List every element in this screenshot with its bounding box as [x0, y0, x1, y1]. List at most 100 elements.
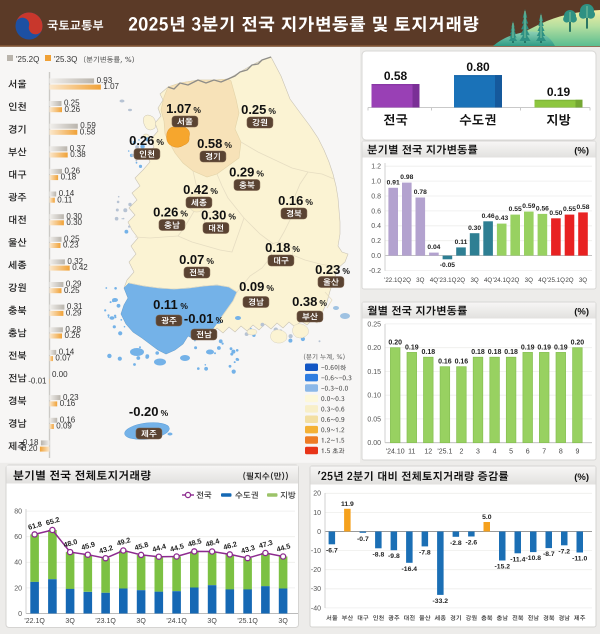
- svg-text:%: %: [224, 140, 232, 150]
- svg-text:0.18: 0.18: [488, 349, 502, 356]
- svg-text:2Q: 2Q: [403, 277, 411, 284]
- svg-text:8: 8: [559, 449, 563, 456]
- svg-text:0.98: 0.98: [400, 174, 413, 181]
- svg-text:7: 7: [542, 449, 546, 456]
- svg-text:4Q: 4Q: [430, 277, 438, 284]
- svg-text:0.58: 0.58: [384, 69, 408, 83]
- svg-text:48.4: 48.4: [204, 536, 220, 549]
- svg-text:0.29: 0.29: [66, 280, 82, 289]
- svg-text:3Q: 3Q: [207, 618, 217, 625]
- svg-text:0.25: 0.25: [64, 99, 80, 108]
- svg-text:0.23: 0.23: [315, 262, 340, 277]
- svg-text:-15.2: -15.2: [495, 564, 511, 571]
- svg-text:'23.1Q: '23.1Q: [95, 618, 116, 625]
- svg-text:0.6: 0.6: [371, 208, 381, 215]
- svg-text:-8.8: -8.8: [373, 551, 385, 558]
- svg-text:2Q: 2Q: [457, 277, 465, 284]
- svg-text:'25.2Q: '25.2Q: [16, 55, 39, 64]
- svg-text:%: %: [305, 197, 313, 207]
- svg-text:0.50: 0.50: [549, 210, 562, 217]
- svg-text:0.20: 0.20: [571, 340, 585, 347]
- svg-text:12: 12: [424, 449, 432, 456]
- svg-text:48.0: 48.0: [62, 537, 78, 550]
- svg-text:-0.2: -0.2: [369, 268, 381, 275]
- svg-text:0.25: 0.25: [64, 234, 80, 243]
- svg-text:%: %: [256, 169, 264, 179]
- svg-text:'24.1Q: '24.1Q: [166, 618, 187, 625]
- svg-text:-9.8: -9.8: [388, 553, 400, 560]
- svg-text:-0.01: -0.01: [28, 376, 47, 385]
- svg-text:0.29: 0.29: [66, 309, 82, 318]
- svg-text:(%): (%): [574, 146, 589, 157]
- svg-text:43.3: 43.3: [240, 543, 256, 556]
- svg-text:80: 80: [14, 509, 22, 516]
- svg-text:0.14: 0.14: [59, 189, 75, 198]
- svg-text:0.29: 0.29: [229, 165, 254, 180]
- svg-text:0.30: 0.30: [66, 212, 82, 221]
- svg-text:0.18: 0.18: [421, 349, 435, 356]
- svg-text:-0.18: -0.18: [20, 438, 39, 447]
- svg-text:-33.2: -33.2: [433, 598, 449, 605]
- svg-text:0.04: 0.04: [427, 244, 440, 251]
- svg-text:-16.4: -16.4: [402, 566, 418, 573]
- svg-text:%: %: [161, 408, 169, 418]
- svg-text:%: %: [266, 283, 274, 293]
- svg-text:3: 3: [476, 449, 480, 456]
- svg-text:0.19: 0.19: [521, 344, 535, 351]
- svg-text:44.4: 44.4: [151, 542, 167, 555]
- svg-text:0.80: 0.80: [466, 60, 490, 74]
- svg-text:1.2: 1.2: [371, 164, 381, 171]
- svg-text:46.2: 46.2: [222, 539, 238, 552]
- svg-text:-10: -10: [311, 548, 321, 555]
- svg-text:3Q: 3Q: [470, 277, 478, 284]
- svg-text:2: 2: [459, 449, 463, 456]
- svg-text:%: %: [292, 244, 300, 254]
- svg-text:0.05: 0.05: [367, 416, 381, 423]
- svg-text:0.30: 0.30: [66, 218, 82, 227]
- svg-text:0.25: 0.25: [241, 102, 266, 117]
- svg-text:%: %: [193, 105, 201, 115]
- svg-text:40: 40: [14, 560, 22, 567]
- svg-text:0.18: 0.18: [61, 173, 77, 182]
- svg-text:0.18: 0.18: [265, 240, 290, 255]
- svg-text:-2.6: -2.6: [465, 540, 477, 547]
- svg-text:0.16: 0.16: [455, 359, 469, 366]
- svg-text:-2.8: -2.8: [450, 540, 462, 547]
- svg-text:3Q: 3Q: [136, 618, 146, 625]
- svg-text:20: 20: [14, 585, 22, 592]
- svg-text:-0.05: -0.05: [440, 262, 456, 269]
- svg-text:47.3: 47.3: [258, 538, 274, 551]
- svg-text:3Q: 3Q: [416, 277, 424, 284]
- svg-text:3Q: 3Q: [525, 277, 533, 284]
- svg-text:0.15: 0.15: [367, 369, 381, 376]
- svg-text:11: 11: [408, 449, 415, 456]
- svg-text:0.18: 0.18: [471, 349, 485, 356]
- svg-text:0.11: 0.11: [57, 195, 73, 204]
- svg-text:11.9: 11.9: [341, 501, 354, 508]
- svg-text:0.19: 0.19: [547, 85, 571, 99]
- svg-text:0.26: 0.26: [65, 331, 81, 340]
- svg-text:0.16: 0.16: [60, 415, 76, 424]
- svg-text:(%): (%): [574, 472, 589, 483]
- svg-text:0.19: 0.19: [537, 344, 551, 351]
- svg-text:%: %: [156, 137, 164, 147]
- svg-text:0.38: 0.38: [70, 150, 86, 159]
- svg-text:0.10: 0.10: [367, 393, 381, 400]
- svg-text:0.55: 0.55: [509, 206, 522, 213]
- svg-text:0.20: 0.20: [388, 340, 402, 347]
- svg-text:-11.0: -11.0: [572, 556, 587, 563]
- svg-text:0.26: 0.26: [153, 205, 178, 220]
- svg-text:0.14: 0.14: [59, 348, 75, 357]
- svg-text:0.11: 0.11: [455, 239, 468, 246]
- svg-text:45.8: 45.8: [133, 540, 149, 553]
- svg-text:0.00: 0.00: [52, 370, 68, 379]
- svg-text:-20: -20: [311, 567, 321, 574]
- svg-text:0.19: 0.19: [554, 344, 568, 351]
- svg-text:0.55: 0.55: [563, 206, 576, 213]
- svg-text:0.07: 0.07: [55, 354, 71, 363]
- svg-text:0.58: 0.58: [576, 204, 589, 211]
- svg-text:-10.8: -10.8: [526, 555, 542, 562]
- svg-text:0.11: 0.11: [153, 297, 178, 312]
- svg-text:-0.01: -0.01: [184, 311, 214, 326]
- svg-text:0.91: 0.91: [387, 179, 400, 186]
